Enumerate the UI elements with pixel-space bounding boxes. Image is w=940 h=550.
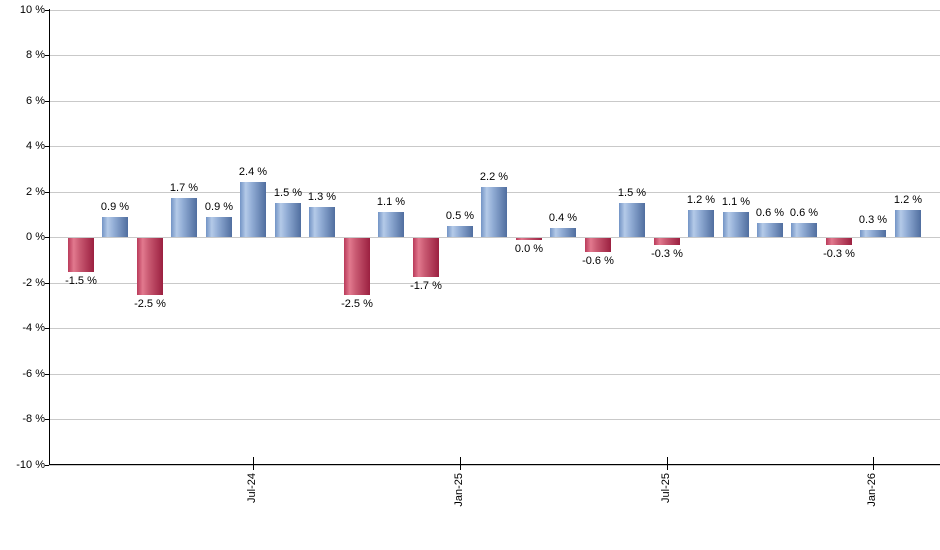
gridline bbox=[49, 374, 940, 375]
x-axis-line bbox=[49, 464, 940, 465]
gridline bbox=[49, 328, 940, 329]
bar-value-label: 2.2 % bbox=[479, 171, 509, 183]
y-axis-tick bbox=[45, 192, 49, 193]
bar-positive bbox=[688, 209, 714, 237]
bar-positive bbox=[275, 202, 301, 237]
bar-negative bbox=[826, 238, 852, 245]
bar-positive bbox=[447, 225, 473, 237]
bar-value-label: -2.5 % bbox=[134, 298, 166, 310]
bar-negative bbox=[413, 238, 439, 277]
gridline bbox=[49, 419, 940, 420]
bar-value-label: 0.9 % bbox=[204, 201, 234, 213]
y-axis-tick-label: -4 % bbox=[22, 322, 45, 334]
y-axis-tick-label: -8 % bbox=[22, 413, 45, 425]
y-axis-tick bbox=[45, 101, 49, 102]
gridline bbox=[49, 465, 940, 466]
bar-value-label: -0.3 % bbox=[651, 248, 683, 260]
y-axis-tick bbox=[45, 283, 49, 284]
y-axis-tick bbox=[45, 55, 49, 56]
bar-value-label: -0.3 % bbox=[823, 248, 855, 260]
y-axis-tick-label: -2 % bbox=[22, 277, 45, 289]
bar-positive bbox=[757, 223, 783, 237]
bar-positive bbox=[723, 211, 749, 237]
x-axis-month-label-text: Jan-26 bbox=[866, 473, 878, 507]
y-axis-tick-label: 6 % bbox=[26, 95, 45, 107]
bar-value-label: 1.2 % bbox=[686, 194, 716, 206]
bar-positive bbox=[206, 216, 232, 237]
bar-value-label: 2.4 % bbox=[238, 166, 268, 178]
gridline bbox=[49, 283, 940, 284]
bar-value-label: -0.6 % bbox=[582, 255, 614, 267]
y-axis-tick bbox=[45, 10, 49, 11]
bar-value-label: 0.4 % bbox=[548, 212, 578, 224]
bar-negative bbox=[654, 238, 680, 245]
bar-value-label: 1.7 % bbox=[169, 182, 199, 194]
bar-positive bbox=[791, 223, 817, 237]
y-axis-tick-label: 4 % bbox=[26, 140, 45, 152]
x-axis-tick bbox=[460, 457, 461, 470]
bar-negative bbox=[137, 238, 163, 295]
gridline bbox=[49, 146, 940, 147]
bar-value-label: 0.6 % bbox=[789, 207, 819, 219]
bar-value-label: 1.1 % bbox=[376, 196, 406, 208]
x-axis-month-label-text: Jul-24 bbox=[246, 473, 258, 503]
bar-value-label: -2.5 % bbox=[341, 298, 373, 310]
bar-value-label: 1.3 % bbox=[307, 191, 337, 203]
y-axis-tick-label: 10 % bbox=[19, 4, 45, 16]
x-axis-tick bbox=[667, 457, 668, 470]
y-axis-tick bbox=[45, 465, 49, 466]
bar-positive bbox=[619, 202, 645, 237]
y-axis-tick-label: -10 % bbox=[16, 459, 45, 471]
bar-positive bbox=[240, 182, 266, 237]
bar-positive bbox=[481, 186, 507, 237]
y-axis-tick-label: 0 % bbox=[26, 231, 45, 243]
gridline bbox=[49, 55, 940, 56]
bar-positive bbox=[378, 211, 404, 237]
bar-negative bbox=[344, 238, 370, 295]
y-axis-tick-label: 8 % bbox=[26, 49, 45, 61]
bar-positive bbox=[171, 198, 197, 237]
gridline bbox=[49, 237, 940, 238]
x-axis-month-label-text: Jan-25 bbox=[453, 473, 465, 507]
bar-value-label: 0.0 % bbox=[514, 243, 544, 255]
y-axis-tick bbox=[45, 419, 49, 420]
bar-negative bbox=[516, 238, 542, 240]
bar-negative bbox=[585, 238, 611, 252]
bar-value-label: 0.9 % bbox=[100, 201, 130, 213]
bar-positive bbox=[102, 216, 128, 237]
bar-value-label: 0.5 % bbox=[445, 210, 475, 222]
bar-value-label: -1.5 % bbox=[65, 275, 97, 287]
bar-value-label: 1.1 % bbox=[721, 196, 751, 208]
bar-negative bbox=[68, 238, 94, 273]
y-axis-tick-label: 2 % bbox=[26, 186, 45, 198]
gridline bbox=[49, 101, 940, 102]
y-axis-tick bbox=[45, 237, 49, 238]
bar-positive bbox=[309, 207, 335, 237]
bar-value-label: 1.5 % bbox=[273, 187, 303, 199]
y-axis-tick bbox=[45, 146, 49, 147]
bar-positive bbox=[895, 209, 921, 237]
bar-value-label: 1.2 % bbox=[893, 194, 923, 206]
bar-value-label: -1.7 % bbox=[410, 280, 442, 292]
y-axis-tick bbox=[45, 374, 49, 375]
x-axis-tick bbox=[253, 457, 254, 470]
bar-value-label: 0.3 % bbox=[858, 214, 888, 226]
gridline bbox=[49, 10, 940, 11]
bar-positive bbox=[550, 227, 576, 237]
x-axis-month-label-text: Jul-25 bbox=[660, 473, 672, 503]
y-axis-tick bbox=[45, 328, 49, 329]
y-axis-line bbox=[49, 9, 50, 465]
x-axis-tick bbox=[873, 457, 874, 470]
bar-value-label: 1.5 % bbox=[617, 187, 647, 199]
y-axis-tick-label: -6 % bbox=[22, 368, 45, 380]
bar-value-label: 0.6 % bbox=[755, 207, 785, 219]
bar-positive bbox=[860, 230, 886, 237]
